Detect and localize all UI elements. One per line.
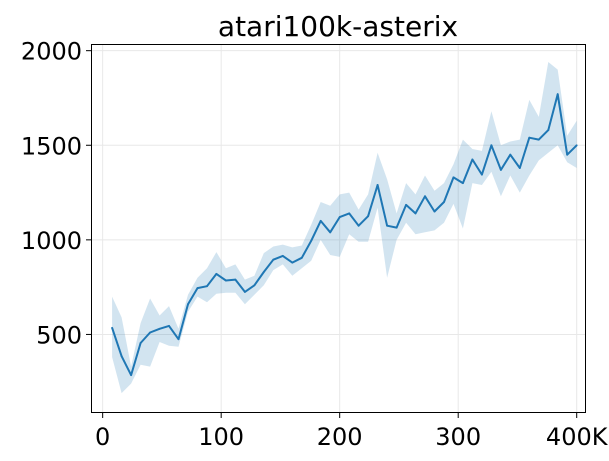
data-point [556,93,559,96]
data-point [376,184,379,186]
data-point [215,273,218,275]
data-point [357,224,360,227]
data-point [319,220,322,222]
series-polyline [111,93,578,377]
data-point [281,255,284,257]
data-point [310,239,313,242]
data-point [547,129,550,132]
y-tick-label: 2000 [21,38,82,66]
confidence-band [112,62,577,394]
plot-frame [91,44,586,413]
data-point [329,231,332,234]
axis-ticks: 0 100 200 300 400K 500 1000 1500 2000 [21,38,609,451]
data-point [253,284,256,287]
data-point [528,136,531,139]
data-point [187,303,189,306]
data-point [490,144,493,147]
x-tick-label: 200 [317,423,363,451]
data-point [291,261,294,264]
y-tick-label: 1000 [21,227,82,255]
x-tick-label: 300 [435,423,481,451]
data-point [120,355,123,358]
data-point [443,201,445,203]
x-tick-label: 100 [198,423,244,451]
data-point [405,204,407,206]
data-point [130,374,133,376]
data-point [225,279,227,282]
data-point [509,153,512,156]
data-point [395,226,398,229]
y-tick-label: 1500 [21,132,82,160]
data-point [566,153,569,156]
data-point [471,158,474,161]
data-point [414,212,417,215]
data-point [300,256,303,259]
data-point [424,195,426,198]
data-point [158,327,161,330]
data-point [272,258,275,261]
data-point [262,271,265,273]
data-point [481,173,483,176]
data-point [500,169,502,171]
chart-title: atari100k-asterix [218,10,458,43]
data-point [111,326,113,329]
data-point [244,291,246,293]
data-point [518,167,521,169]
series-line [111,93,578,377]
data-point [234,278,237,281]
confidence-band-area [112,62,577,394]
x-tick-label: 0 [95,423,110,451]
data-point [367,215,369,218]
data-point [139,342,142,344]
data-point [575,144,578,147]
data-point [537,138,540,141]
x-tick-label: 400K [546,423,609,451]
data-point [348,212,351,215]
data-point [206,285,208,288]
data-point [386,224,388,227]
data-point [452,176,455,179]
data-point [196,287,199,289]
data-point [433,210,436,213]
data-point [149,331,152,334]
grid-lines [92,45,585,412]
data-point [338,216,341,219]
data-point [177,338,180,341]
data-point [462,182,464,185]
y-tick-label: 500 [36,321,82,349]
data-point [168,325,170,327]
